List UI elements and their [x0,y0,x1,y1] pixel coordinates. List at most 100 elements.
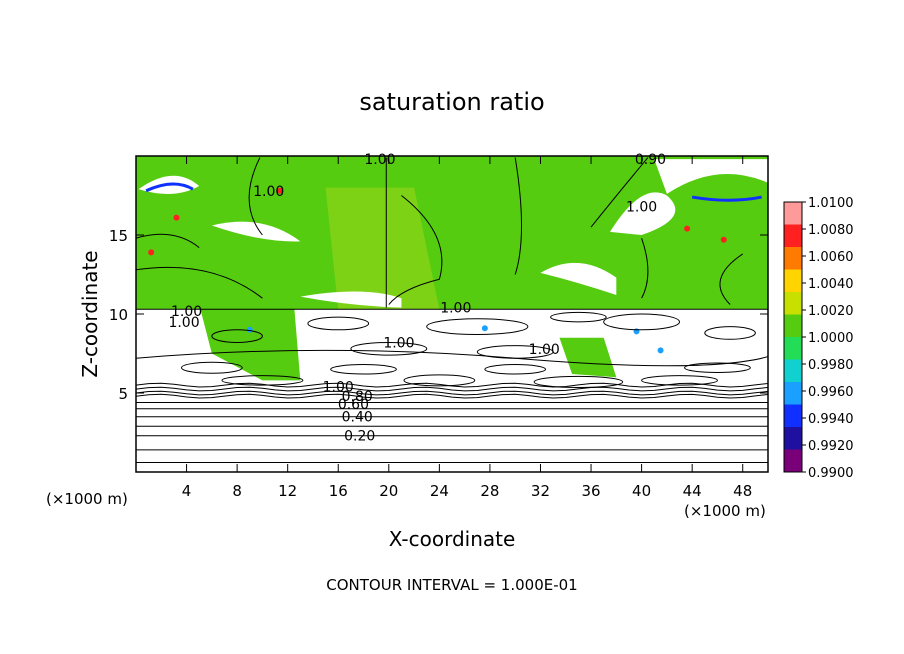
chart-title: saturation ratio [359,88,545,116]
subsaturated-spot [246,326,253,333]
contour-loop [307,316,370,331]
x-tick-label: 20 [379,482,398,500]
contour-label: 0.80 [342,389,373,405]
colorbar-swatch [784,292,802,315]
x-tick-label: 44 [683,482,702,500]
colorbar-tick-label: 0.9960 [808,385,854,400]
contour-loop [330,364,397,375]
contour-loop [221,375,304,386]
colorbar-swatch [784,427,802,450]
blue-edge-a [145,182,194,193]
contour-label: 1.00 [440,301,471,317]
colorbar: 1.0100 1.0080 1.0060 1.0040 1.0020 1.0000 0.99… [783,196,854,481]
supersaturated-spot [173,214,180,221]
contour-label: 1.00 [529,342,560,358]
contour-loop [603,313,681,331]
x-tick-label: 28 [480,482,499,500]
colorbar-tick-label: 1.0040 [808,277,854,292]
contour-label: 1.00 [171,304,202,320]
contour-loop [550,311,607,323]
colorbar-tick-label: 0.9900 [808,466,854,481]
subsaturated-spot [481,325,488,332]
colorbar-swatch [784,247,802,270]
supersaturated-spot [277,187,284,194]
colorbar-tick-label: 1.0060 [808,250,854,265]
x-tick-label: 8 [232,482,242,500]
supersaturated-spot [684,225,691,232]
colorbar-swatch [784,404,802,428]
colorbar-swatch [784,359,802,383]
dry-patch-b [211,221,301,242]
contour-loop [181,361,243,374]
lower-left-cloud-region [199,304,301,381]
contour-loop [211,329,263,343]
dry-patch-e [540,262,617,296]
x-tick-label: 4 [182,482,192,500]
y-tick-label: 15 [109,227,128,245]
contour-lines [136,157,768,463]
z-unit-label: (×1000 m) [46,490,128,508]
x-tick-label: 12 [278,482,297,500]
colorbar-tick-label: 1.0080 [808,223,854,238]
blue-edge-d [691,195,762,202]
x-tick-label: 36 [581,482,600,500]
contour-loop [641,375,718,386]
contour-label: 0.20 [344,429,375,445]
colorbar-tick-label: 0.9980 [808,358,854,373]
contour-label: 1.00 [626,200,657,216]
contour-loop [533,375,624,388]
subsaturated-spot [657,347,664,354]
x-tick-label: 32 [531,482,550,500]
colorbar-swatch [784,449,802,473]
contour-label: 1.00 [323,380,354,396]
colorbar-tick-label: 0.9920 [808,439,854,454]
contour-line [719,253,743,305]
contour-line [136,349,768,367]
x-axis-label: X-coordinate [388,527,516,551]
contour-loop [484,364,547,375]
colorbar-tick-label: 0.9940 [808,412,854,427]
y-tick-label: 5 [118,385,128,403]
contour-label: 0.40 [342,410,373,426]
contour-loop [426,318,529,336]
colorbar-swatch [784,202,802,225]
x-tick-label: 40 [632,482,651,500]
contour-line [136,390,768,396]
contour-loop [403,374,476,387]
dry-patch-f [300,291,402,308]
y-tick-label: 10 [109,306,128,324]
supersaturated-spot [148,249,155,256]
colorbar-swatch [784,314,802,338]
contour-line [136,393,768,399]
contour-line [641,237,649,299]
yellowish-band [325,187,440,310]
dry-patch-d [654,159,768,194]
contour-label: 0.60 [338,397,369,413]
contour-label: 0.90 [635,152,666,168]
contour-line [514,157,522,275]
x-tick-label: 48 [733,482,752,500]
contour-label: 1.00 [253,184,284,200]
contour-label: 1.00 [168,315,199,331]
x-unit-label: (×1000 m) [684,502,766,520]
colorbar-tick-label: 1.0000 [808,331,854,346]
x-tick-label: 24 [430,482,449,500]
contour-label: 1.00 [364,152,395,168]
x-tick-label: 16 [329,482,348,500]
colorbar-tick-label: 1.0100 [808,196,854,211]
contour-line [136,266,263,299]
supersaturated-spot [720,236,727,243]
contour-loop [350,341,428,356]
contour-line [388,195,443,305]
contour-line [248,157,263,236]
colorbar-swatch [784,382,802,405]
saturation-field [136,156,768,381]
contour-loop [704,326,756,340]
contour-line [136,386,768,392]
colorbar-swatch [784,337,802,360]
dry-patch-c [610,192,676,235]
colorbar-swatch [784,224,802,248]
